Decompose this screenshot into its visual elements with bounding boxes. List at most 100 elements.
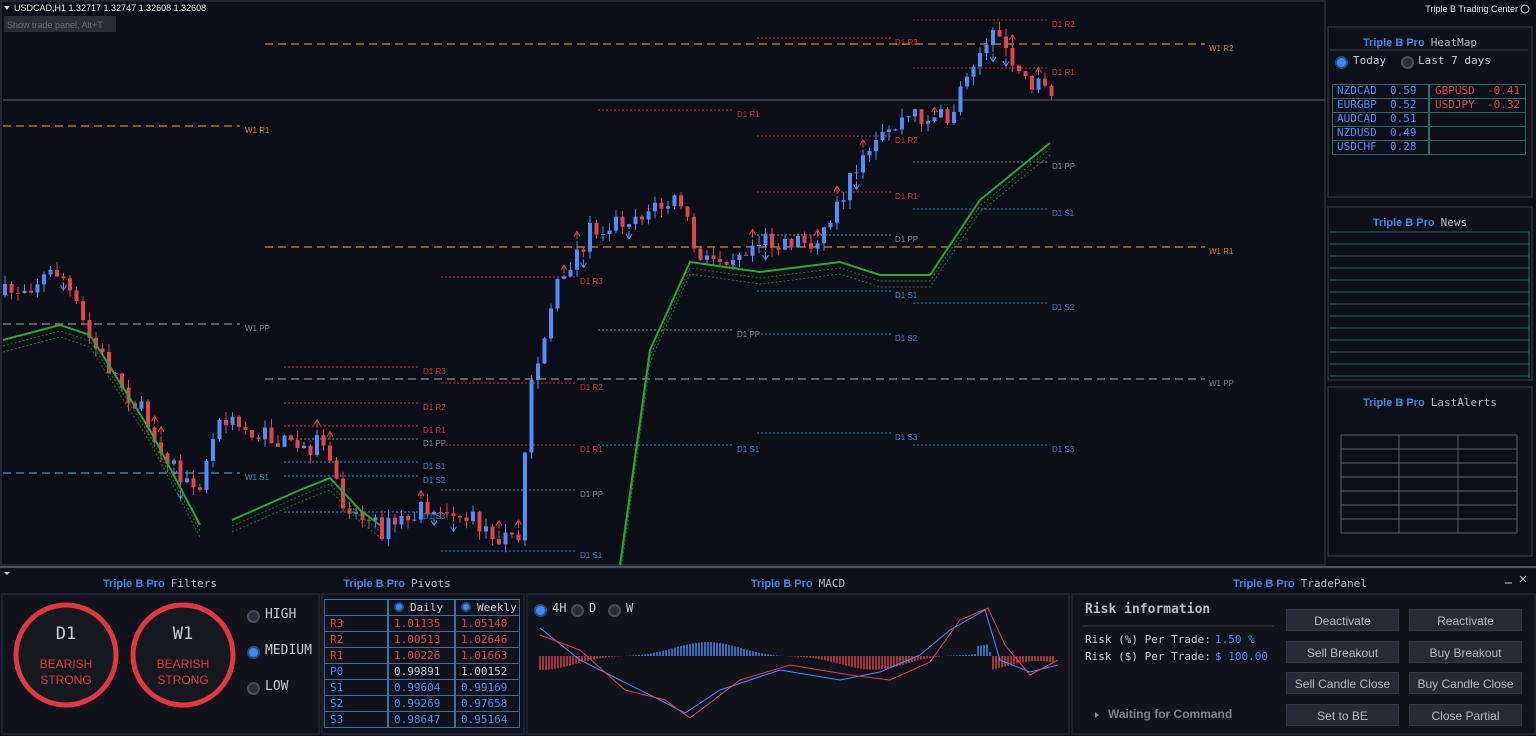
candle-body	[653, 202, 657, 212]
candle-body	[542, 338, 547, 364]
candle-body	[217, 419, 222, 440]
section	[321, 593, 525, 735]
radio-today[interactable]	[1335, 56, 1348, 69]
signal-arrow	[313, 418, 321, 428]
candle-body	[932, 117, 937, 121]
pivot-cell: Weekly	[455, 599, 520, 616]
pair: NZDUSD	[1337, 126, 1377, 139]
level-label: D1 R1	[1052, 68, 1075, 77]
symbol-info: USDCAD,H1 1.32717 1.32747 1.32608 1.3260…	[14, 3, 206, 13]
candle-body	[399, 515, 404, 525]
side-panel	[1327, 206, 1533, 381]
panel-brand: Triple B Pro	[750, 578, 813, 590]
pivot-cell: 1.01135	[388, 615, 455, 632]
candle-body	[874, 139, 878, 151]
candle-body	[250, 430, 254, 438]
candle-body	[42, 274, 46, 285]
action-button[interactable]: Sell Candle Close	[1286, 672, 1399, 694]
candle-body	[237, 416, 241, 427]
signal-arrow	[430, 517, 438, 527]
option-label[interactable]: Today	[1353, 54, 1387, 67]
timeframe[interactable]: 4H	[552, 601, 567, 615]
macd-radio[interactable]	[571, 604, 584, 617]
action-button[interactable]: Set to BE	[1286, 703, 1399, 726]
candle-body	[191, 478, 196, 488]
level-label: D1 PP	[1052, 162, 1075, 171]
signal-arrow	[60, 282, 67, 292]
level-label: D1 PP	[895, 235, 918, 244]
level-label: D1 S1	[895, 291, 918, 300]
candle-body	[770, 233, 774, 248]
signal-arrow	[931, 106, 938, 116]
candle-body	[74, 290, 79, 302]
action-button[interactable]: Reactivate	[1409, 609, 1522, 631]
menu-arrow	[4, 6, 10, 10]
panel-title: Triple B Pro TradePanel	[1233, 572, 1367, 591]
signal-arrow	[762, 252, 769, 262]
level-label: D1 S1	[1052, 209, 1075, 218]
radio-7days[interactable]	[1401, 56, 1414, 69]
action-button[interactable]: Buy Breakout	[1409, 640, 1522, 663]
radio-level[interactable]	[247, 682, 260, 695]
macd-radio[interactable]	[534, 604, 547, 617]
candle-body	[555, 278, 560, 309]
candle-body	[568, 269, 573, 277]
panel-title: Triple B Pro HeatMap	[1363, 31, 1477, 50]
candle-body	[945, 109, 950, 124]
option-label[interactable]: Last 7 days	[1418, 54, 1491, 67]
candle-body	[1043, 78, 1047, 86]
action-button[interactable]: Close Partial	[1409, 703, 1522, 726]
candle-body	[711, 255, 716, 260]
timeframe[interactable]: D	[589, 601, 597, 615]
candle-body	[321, 435, 326, 446]
pivot-cell	[324, 599, 388, 616]
candle-body	[744, 254, 748, 256]
score: -0.41	[1487, 84, 1521, 97]
candle-body	[698, 248, 703, 260]
candle-body	[971, 66, 976, 77]
ma-line	[619, 142, 1051, 566]
pivot-radio[interactable]	[394, 602, 404, 612]
pivot-cell: 0.99269	[388, 695, 455, 712]
candle-body	[16, 292, 20, 294]
ma-line	[2, 323, 201, 526]
action-button[interactable]: Deactivate	[1286, 609, 1399, 631]
level-label: D1 R2	[423, 403, 446, 412]
level-option[interactable]: MEDIUM	[265, 643, 312, 658]
macd-radio[interactable]	[608, 604, 621, 617]
panel-name: LastAlerts	[1430, 396, 1497, 409]
candle-body	[809, 242, 813, 249]
radio-level[interactable]	[247, 646, 260, 659]
candle-body	[685, 206, 690, 217]
level-option[interactable]: HIGH	[265, 607, 297, 622]
candle-body	[464, 517, 469, 521]
candle-body	[867, 150, 872, 156]
level-label: D1 S2	[895, 334, 918, 343]
signal-arrow	[573, 230, 581, 240]
signal-arrow	[417, 489, 425, 499]
heat-cell	[1429, 126, 1526, 141]
pivot-cell: 1.00226	[388, 647, 455, 664]
candle-body	[646, 211, 651, 220]
score: 0.51	[1390, 112, 1417, 125]
candle-body	[315, 435, 319, 456]
signal-arrow	[749, 228, 756, 238]
timeframe[interactable]: W	[626, 601, 634, 615]
candle-body	[61, 276, 66, 279]
action-button[interactable]: Buy Candle Close	[1409, 672, 1522, 694]
radio-level[interactable]	[247, 610, 260, 623]
level-label: D1 S2	[1052, 303, 1075, 312]
level-label: D1 S1	[580, 551, 603, 560]
smiley	[1520, 4, 1530, 14]
action-button[interactable]: Sell Breakout	[1286, 640, 1399, 663]
panel-name: MACD	[818, 577, 846, 590]
side-panel	[1327, 386, 1533, 557]
candle-body	[497, 539, 501, 545]
level-option[interactable]: LOW	[265, 679, 289, 694]
candle-body	[230, 416, 235, 426]
pivot-radio[interactable]	[461, 602, 471, 612]
pivot-cell: Daily	[388, 599, 455, 616]
pivot-cell: R3	[324, 615, 388, 632]
signal-arrow	[859, 138, 867, 148]
